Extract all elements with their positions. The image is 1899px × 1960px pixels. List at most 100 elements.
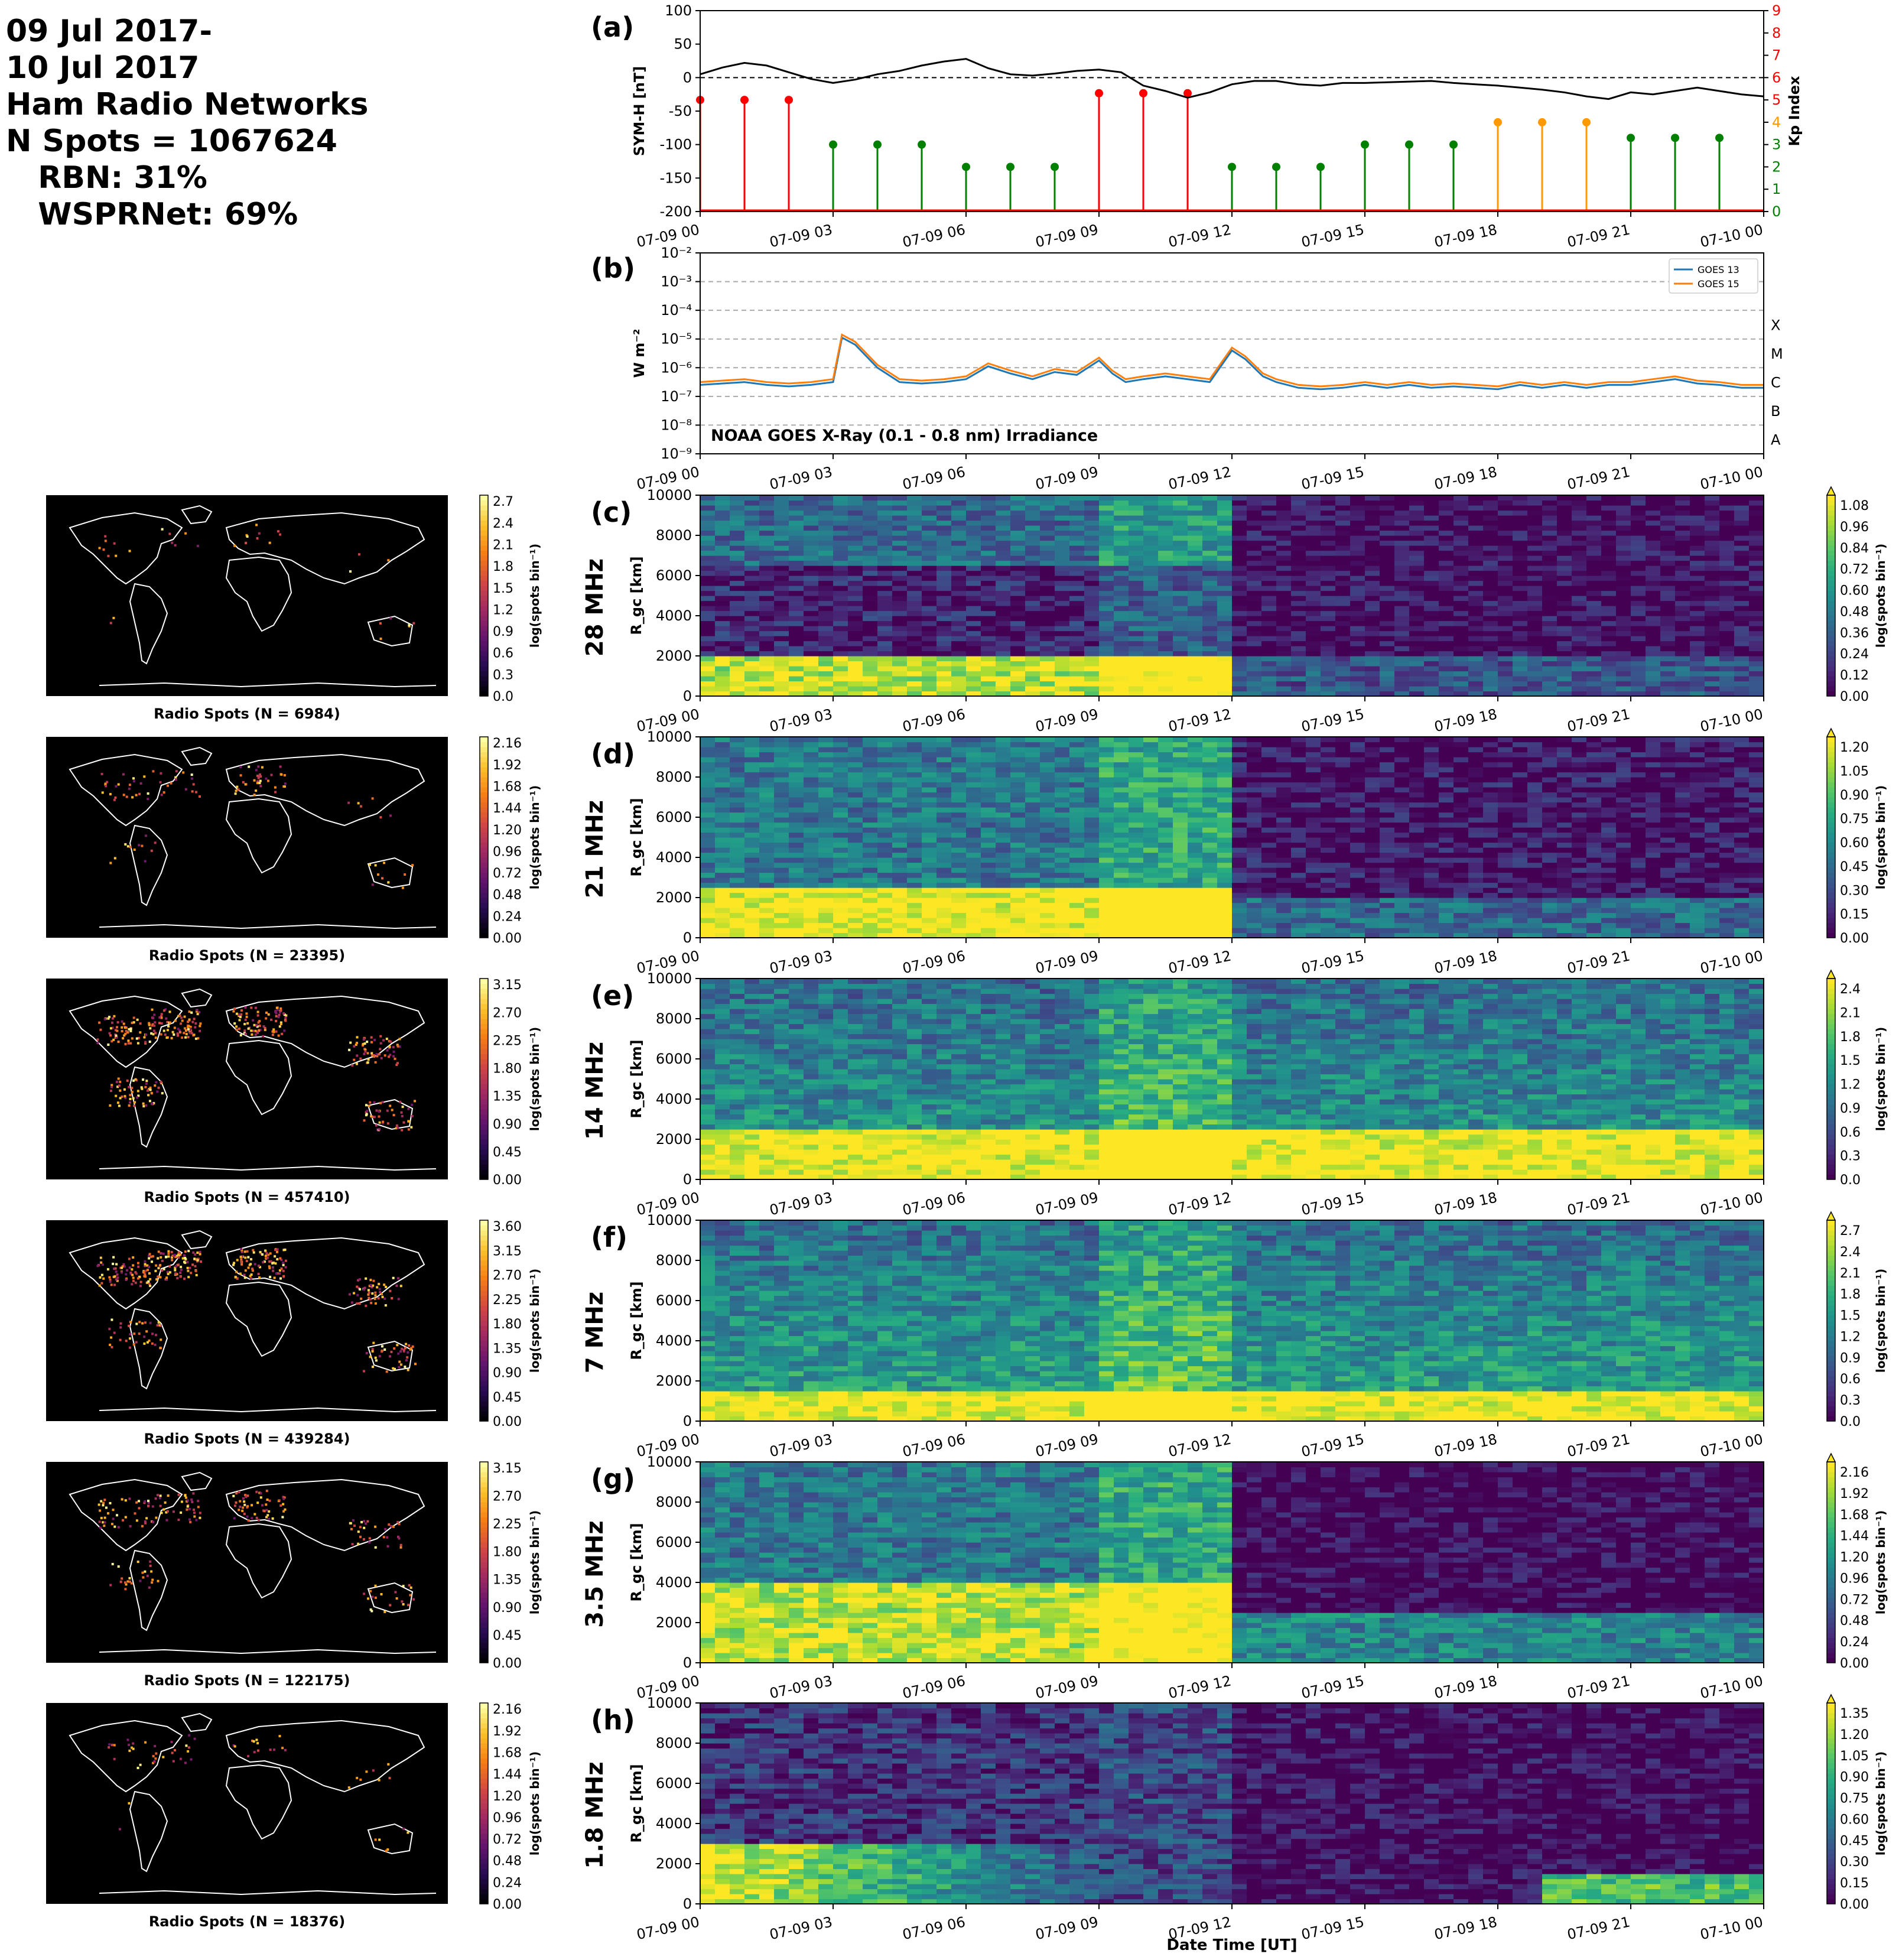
heatmap-cell: [1069, 807, 1085, 813]
colorbar-segment: [1827, 661, 1835, 667]
heatmap-cell: [1069, 882, 1085, 888]
heatmap-cell: [1409, 515, 1425, 521]
colorbar-tick-label: 0.60: [1840, 584, 1869, 599]
heatmap-cell: [1158, 681, 1173, 687]
heatmap-cell: [1069, 852, 1085, 858]
heatmap-cell: [1468, 691, 1484, 697]
heatmap-cell: [981, 912, 996, 918]
heatmap-cell: [848, 596, 863, 602]
x-tick-label: 07-09 15: [1300, 221, 1365, 251]
heatmap-cell: [1055, 691, 1070, 697]
heatmap-cell: [1675, 515, 1690, 521]
heatmap-cell: [1321, 590, 1336, 596]
heatmap-cell: [1394, 540, 1410, 546]
heatmap-cell: [1143, 908, 1159, 914]
heatmap-cell: [1232, 656, 1247, 662]
heatmap-cell: [715, 586, 730, 591]
colorbar-tick-label: 1.5: [493, 581, 513, 596]
heatmap-cell: [700, 626, 716, 632]
heatmap-cell: [996, 797, 1011, 803]
heatmap-cell: [922, 857, 937, 863]
heatmap-cell: [1010, 902, 1026, 908]
heatmap-cell: [1247, 922, 1262, 928]
heatmap-cell: [892, 620, 908, 626]
heatmap-cell: [1158, 777, 1173, 783]
heatmap-cell: [996, 767, 1011, 773]
heatmap-cell: [863, 802, 878, 808]
heatmap-cell: [966, 555, 981, 561]
heatmap-cell: [774, 802, 789, 808]
heatmap-cell: [1409, 686, 1425, 692]
heatmap-cell: [1217, 762, 1233, 768]
heatmap-cell: [744, 641, 760, 646]
heatmap-cell: [1040, 666, 1055, 672]
heatmap-cell: [1631, 630, 1646, 636]
heatmap-cell: [1261, 606, 1277, 612]
spot-marker: [199, 795, 201, 798]
heatmap-cell: [848, 928, 863, 934]
heatmap-cell: [1513, 606, 1528, 612]
heatmap-cell: [1690, 626, 1705, 632]
heatmap-cell: [907, 807, 922, 813]
heatmap-cell: [1069, 626, 1085, 632]
heatmap-cell: [1557, 510, 1572, 516]
heatmap-cell: [1025, 932, 1040, 938]
heatmap-cell: [1143, 872, 1159, 878]
heatmap-cell: [730, 520, 745, 526]
heatmap-cell: [877, 656, 893, 662]
heatmap-cell: [1055, 580, 1070, 586]
heatmap-cell: [1306, 616, 1321, 622]
heatmap-cell: [1542, 606, 1557, 612]
heatmap-cell: [892, 872, 908, 878]
heatmap-cell: [804, 837, 819, 843]
heatmap-cell: [996, 691, 1011, 697]
heatmap-cell: [1040, 656, 1055, 662]
heatmap-cell: [1483, 560, 1498, 566]
heatmap-cell: [1143, 576, 1159, 581]
heatmap-cell: [1439, 616, 1454, 622]
heatmap-cell: [1040, 737, 1055, 743]
heatmap-cell: [1188, 540, 1203, 546]
heatmap-cell: [1129, 545, 1144, 551]
heatmap-cell: [1468, 610, 1484, 616]
heatmap-cell: [744, 932, 760, 938]
heatmap-cell: [774, 676, 789, 682]
heatmap-cell: [1646, 596, 1661, 602]
heatmap-cell: [1557, 550, 1572, 556]
colorbar-tick-label: 1.20: [493, 823, 522, 838]
heatmap-cell: [1232, 862, 1247, 868]
heatmap-cell: [1202, 671, 1218, 677]
heatmap-cell: [1202, 616, 1218, 622]
heatmap-cell: [1749, 681, 1764, 687]
heatmap-cell: [1586, 535, 1602, 541]
heatmap-cell: [1749, 600, 1764, 606]
heatmap-cell: [789, 747, 804, 753]
heatmap-cell: [1202, 762, 1218, 768]
heatmap-cell: [1040, 817, 1055, 823]
heatmap-cell: [1424, 525, 1439, 531]
heatmap-cell: [1483, 626, 1498, 632]
heatmap-cell: [1719, 545, 1735, 551]
heatmap-cell: [700, 596, 716, 602]
heatmap-cell: [863, 606, 878, 612]
heatmap-cell: [1631, 545, 1646, 551]
heatmap-cell: [700, 515, 716, 521]
heatmap-cell: [1069, 671, 1085, 677]
heatmap-cell: [1572, 500, 1587, 506]
heatmap-cell: [1498, 620, 1513, 626]
heatmap-cell: [966, 525, 981, 531]
spot-marker: [170, 782, 173, 785]
heatmap-cell: [715, 616, 730, 622]
heatmap-cell: [1660, 590, 1676, 596]
heatmap-cell: [937, 656, 952, 662]
heatmap-cell: [1453, 545, 1469, 551]
heatmap-cell: [922, 918, 937, 924]
heatmap-cell: [715, 495, 730, 501]
heatmap-cell: [1084, 847, 1100, 853]
heatmap-cell: [1453, 616, 1469, 622]
heatmap-cell: [1099, 872, 1114, 878]
heatmap-cell: [789, 812, 804, 818]
heatmap-cell: [1025, 847, 1040, 853]
heatmap-cell: [1631, 671, 1646, 677]
heatmap-cell: [1380, 646, 1395, 652]
